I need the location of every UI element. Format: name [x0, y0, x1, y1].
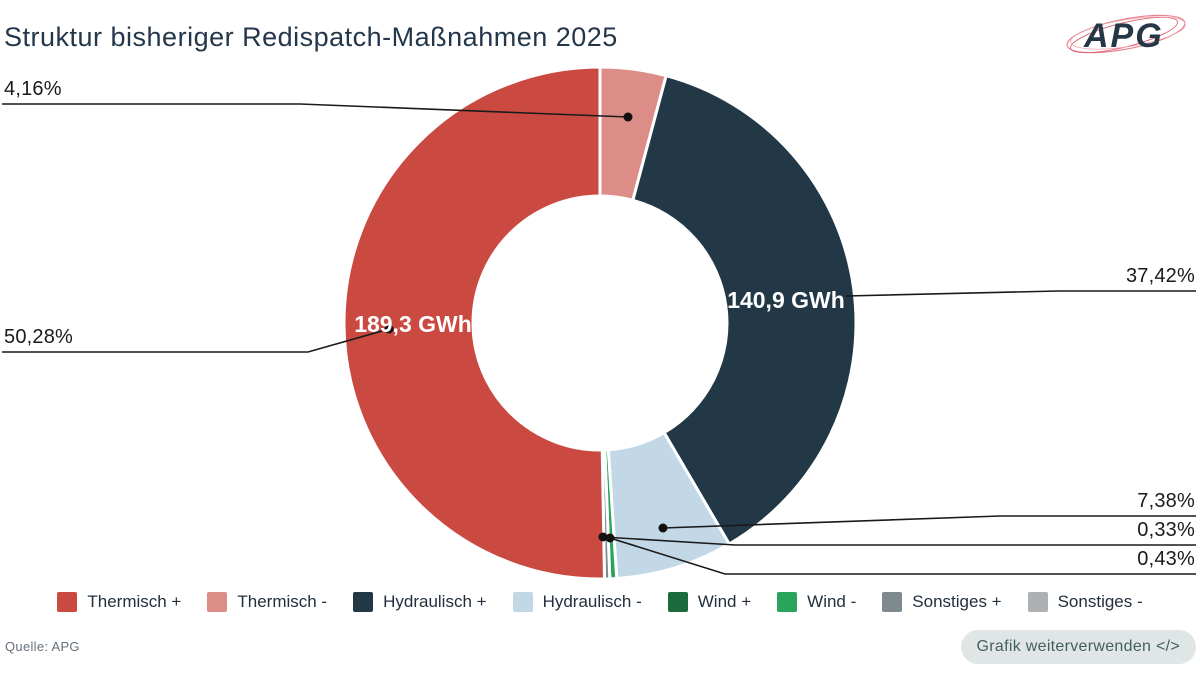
legend-swatch-icon	[667, 592, 688, 612]
gwh-label-hydraulisch-plus: 140,9 GWh	[727, 287, 845, 313]
pct-label-sonstiges-plus: 0,33%	[1137, 519, 1195, 541]
legend-item-sonstiges-minus[interactable]: Sonstiges -	[1027, 592, 1143, 612]
legend-label: Hydraulisch -	[542, 592, 642, 611]
legend-label: Thermisch +	[87, 592, 182, 611]
leader-line	[845, 290, 1196, 297]
donut-slice-hydraulisch-plus[interactable]	[631, 74, 858, 546]
apg-logo: APG	[1066, 14, 1186, 55]
legend-label: Sonstiges -	[1057, 592, 1143, 611]
apg-logo-swirl-icon	[1066, 14, 1186, 54]
legend-swatch-icon	[512, 592, 533, 612]
legend-item-wind-plus[interactable]: Wind +	[667, 592, 752, 612]
pct-label-thermisch-minus: 4,16%	[4, 78, 62, 100]
legend-swatch-icon	[1027, 592, 1048, 612]
legend-label: Hydraulisch +	[383, 592, 487, 611]
legend-item-wind-minus[interactable]: Wind -	[777, 592, 856, 612]
leader-line	[2, 328, 390, 353]
legend-item-sonstiges-plus[interactable]: Sonstiges +	[882, 592, 1002, 612]
legend-swatch-icon	[882, 592, 903, 612]
page-title: Struktur bisheriger Redispatch-Maßnahmen…	[4, 22, 618, 52]
legend-item-thermisch-minus[interactable]: Thermisch -	[207, 592, 327, 612]
legend-swatch-icon	[353, 592, 374, 612]
legend-item-hydraulisch-plus[interactable]: Hydraulisch +	[353, 592, 487, 612]
legend-label: Sonstiges +	[912, 592, 1002, 611]
pct-label-thermisch-plus: 50,28%	[4, 326, 74, 348]
gwh-label-thermisch-plus: 189,3 GWh	[354, 311, 472, 337]
leader-dot	[384, 324, 394, 334]
pct-label-wind-minus: 0,43%	[1137, 548, 1195, 570]
embed-chart-button[interactable]: Grafik weiterverwenden </>	[960, 630, 1196, 664]
legend-swatch-icon	[777, 592, 798, 612]
leader-dot	[598, 532, 608, 542]
apg-logo-text: APG	[1083, 17, 1164, 55]
legend-item-hydraulisch-minus[interactable]: Hydraulisch -	[512, 592, 642, 612]
legend-label: Thermisch -	[237, 592, 328, 611]
leader-line	[609, 537, 1196, 575]
leader-line	[602, 536, 1196, 546]
legend-item-thermisch-plus[interactable]: Thermisch +	[57, 592, 181, 612]
leader-dot	[658, 523, 668, 533]
leader-dot	[605, 533, 615, 543]
pct-label-hydraulisch-plus: 37,42%	[1125, 265, 1195, 287]
leader-line	[662, 515, 1196, 529]
leader-line	[2, 103, 629, 118]
source-note: Quelle: APG	[5, 639, 80, 654]
chart-legend: Thermisch + Thermisch - Hydraulisch + Hydra…	[0, 592, 1200, 612]
donut-slice-thermisch-plus[interactable]	[342, 65, 607, 581]
pct-label-hydraulisch-minus: 7,38%	[1137, 490, 1195, 512]
legend-swatch-icon	[207, 592, 228, 612]
legend-label: Wind -	[807, 592, 857, 611]
legend-label: Wind +	[697, 592, 752, 611]
legend-swatch-icon	[57, 592, 78, 612]
leader-dot	[623, 112, 633, 122]
